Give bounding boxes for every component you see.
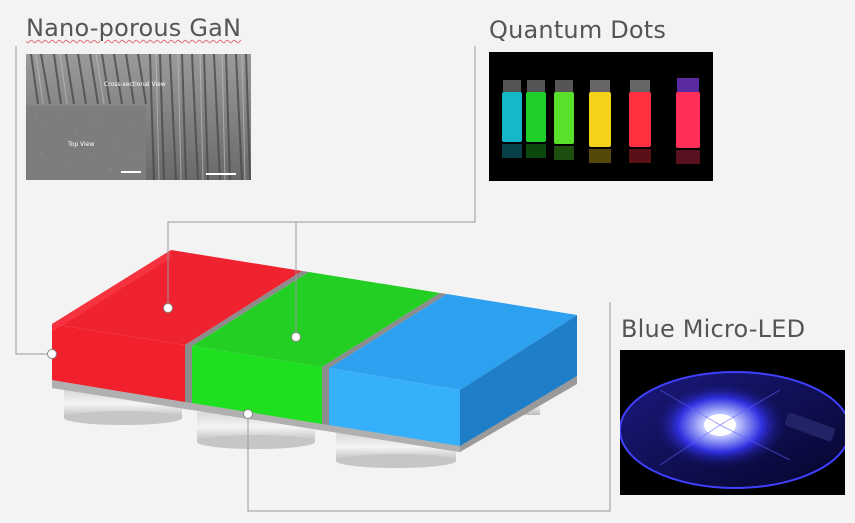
red-subpixel bbox=[52, 250, 302, 402]
connector-lines bbox=[15, 46, 611, 512]
vial-cyan bbox=[502, 80, 522, 142]
blue-subpixel bbox=[329, 294, 577, 446]
connector-nano-gan bbox=[15, 46, 52, 355]
sem-image: Cross-sectional View Top View bbox=[26, 54, 251, 180]
connector-dot-green bbox=[291, 332, 301, 342]
connector-blue-micro-led bbox=[247, 302, 611, 512]
connector-dot-led bbox=[243, 409, 253, 419]
blue-micro-led-label: Blue Micro-LED bbox=[621, 315, 806, 343]
vial-green-1 bbox=[526, 80, 546, 142]
vials-illustration bbox=[489, 52, 713, 181]
blue-micro-led-photo bbox=[620, 350, 845, 495]
vial-green-2 bbox=[554, 80, 574, 144]
sem-cross-section-caption: Cross-sectional View bbox=[104, 81, 166, 88]
connector-quantum-dots-red bbox=[167, 46, 476, 308]
nano-porous-gan-label: Nano-porous GaN bbox=[26, 14, 242, 42]
vial-magenta bbox=[676, 78, 700, 148]
connector-dot-red bbox=[163, 303, 173, 313]
led-wafer-illustration bbox=[620, 350, 845, 495]
vial-yellow bbox=[589, 80, 611, 147]
sem-top-view-caption: Top View bbox=[67, 141, 94, 148]
quantum-dots-label: Quantum Dots bbox=[489, 16, 667, 44]
green-subpixel bbox=[192, 272, 440, 424]
connector-dot-gan bbox=[47, 349, 57, 359]
sem-texture: Cross-sectional View Top View bbox=[26, 54, 251, 180]
vial-red bbox=[629, 80, 651, 147]
quantum-dots-photo bbox=[489, 52, 713, 181]
